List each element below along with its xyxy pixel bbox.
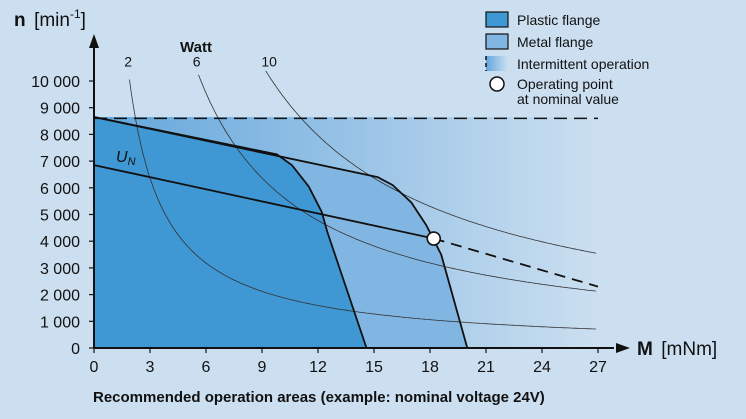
x-tick-label: 18 [421, 359, 439, 376]
x-tick-label: 9 [258, 359, 267, 376]
power-curve-2w [129, 79, 597, 330]
power-curve-label-2w: 2 [124, 53, 132, 69]
y-tick-label: 10 000 [31, 74, 80, 91]
power-curve-10w [265, 70, 597, 254]
power-curve-label-6w: 6 [193, 53, 201, 69]
y-axis-title: n [min-1] [14, 7, 86, 31]
legend-label-metal: Metal flange [517, 34, 593, 50]
legend-operating-point-icon [489, 76, 505, 92]
y-tick-label: 8 000 [40, 127, 80, 144]
legend-label-intermittent: Intermittent operation [517, 56, 649, 72]
metal-flange-limit-line [93, 116, 469, 349]
x-tick-label: 21 [477, 359, 495, 376]
axis-ticks: 0 3 6 9 12 15 18 21 24 27 0 1 000 2 000 3 000 4 000 5 0… [31, 74, 607, 376]
y-tick-label: 4 000 [40, 234, 80, 251]
y-tick-label: 2 000 [40, 288, 80, 305]
x-tick-label: 3 [146, 359, 155, 376]
plastic-flange-limit-line [93, 116, 368, 349]
y-tick-label: 7 000 [40, 154, 80, 171]
power-curve-6w [198, 74, 597, 292]
nominal-voltage-line [93, 164, 434, 240]
nominal-voltage-extension-line [433, 237, 599, 288]
x-axis-arrow-icon [616, 343, 630, 353]
power-curves-title: Watt [180, 39, 212, 56]
x-tick-label: 0 [90, 359, 99, 376]
y-tick-label: 9 000 [40, 101, 80, 118]
legend: Plastic flange Metal flange Intermittent… [485, 11, 649, 107]
power-curves [129, 70, 597, 330]
y-axis-arrow-icon [89, 34, 99, 48]
power-curve-labels: 2 6 10 [124, 53, 277, 69]
x-tick-label: 6 [202, 359, 211, 376]
limit-lines [93, 116, 599, 349]
x-tick-label: 12 [309, 359, 327, 376]
x-axis-title: M [mNm] [637, 339, 717, 360]
legend-label-plastic: Plastic flange [517, 12, 600, 28]
legend-label-operating-point-line2: at nominal value [517, 91, 619, 107]
y-tick-label: 5 000 [40, 208, 80, 225]
legend-swatch-intermittent [486, 56, 508, 71]
y-tick-label: 1 000 [40, 314, 80, 331]
y-tick-label: 6 000 [40, 181, 80, 198]
operating-point-marker [426, 231, 442, 246]
power-curve-label-10w: 10 [261, 53, 277, 69]
legend-label-operating-point: Operating point [517, 76, 613, 92]
axes [89, 34, 630, 353]
y-tick-label: 3 000 [40, 261, 80, 278]
x-tick-label: 24 [533, 359, 551, 376]
chart-caption: Recommended operation areas (example: no… [93, 389, 545, 406]
legend-swatch-metal [485, 33, 509, 50]
x-tick-label: 15 [365, 359, 383, 376]
nominal-voltage-label: UN [116, 149, 136, 168]
legend-swatch-plastic [485, 11, 509, 28]
y-tick-label: 0 [71, 341, 80, 358]
x-tick-label: 27 [589, 359, 607, 376]
area-layer [94, 117, 598, 348]
